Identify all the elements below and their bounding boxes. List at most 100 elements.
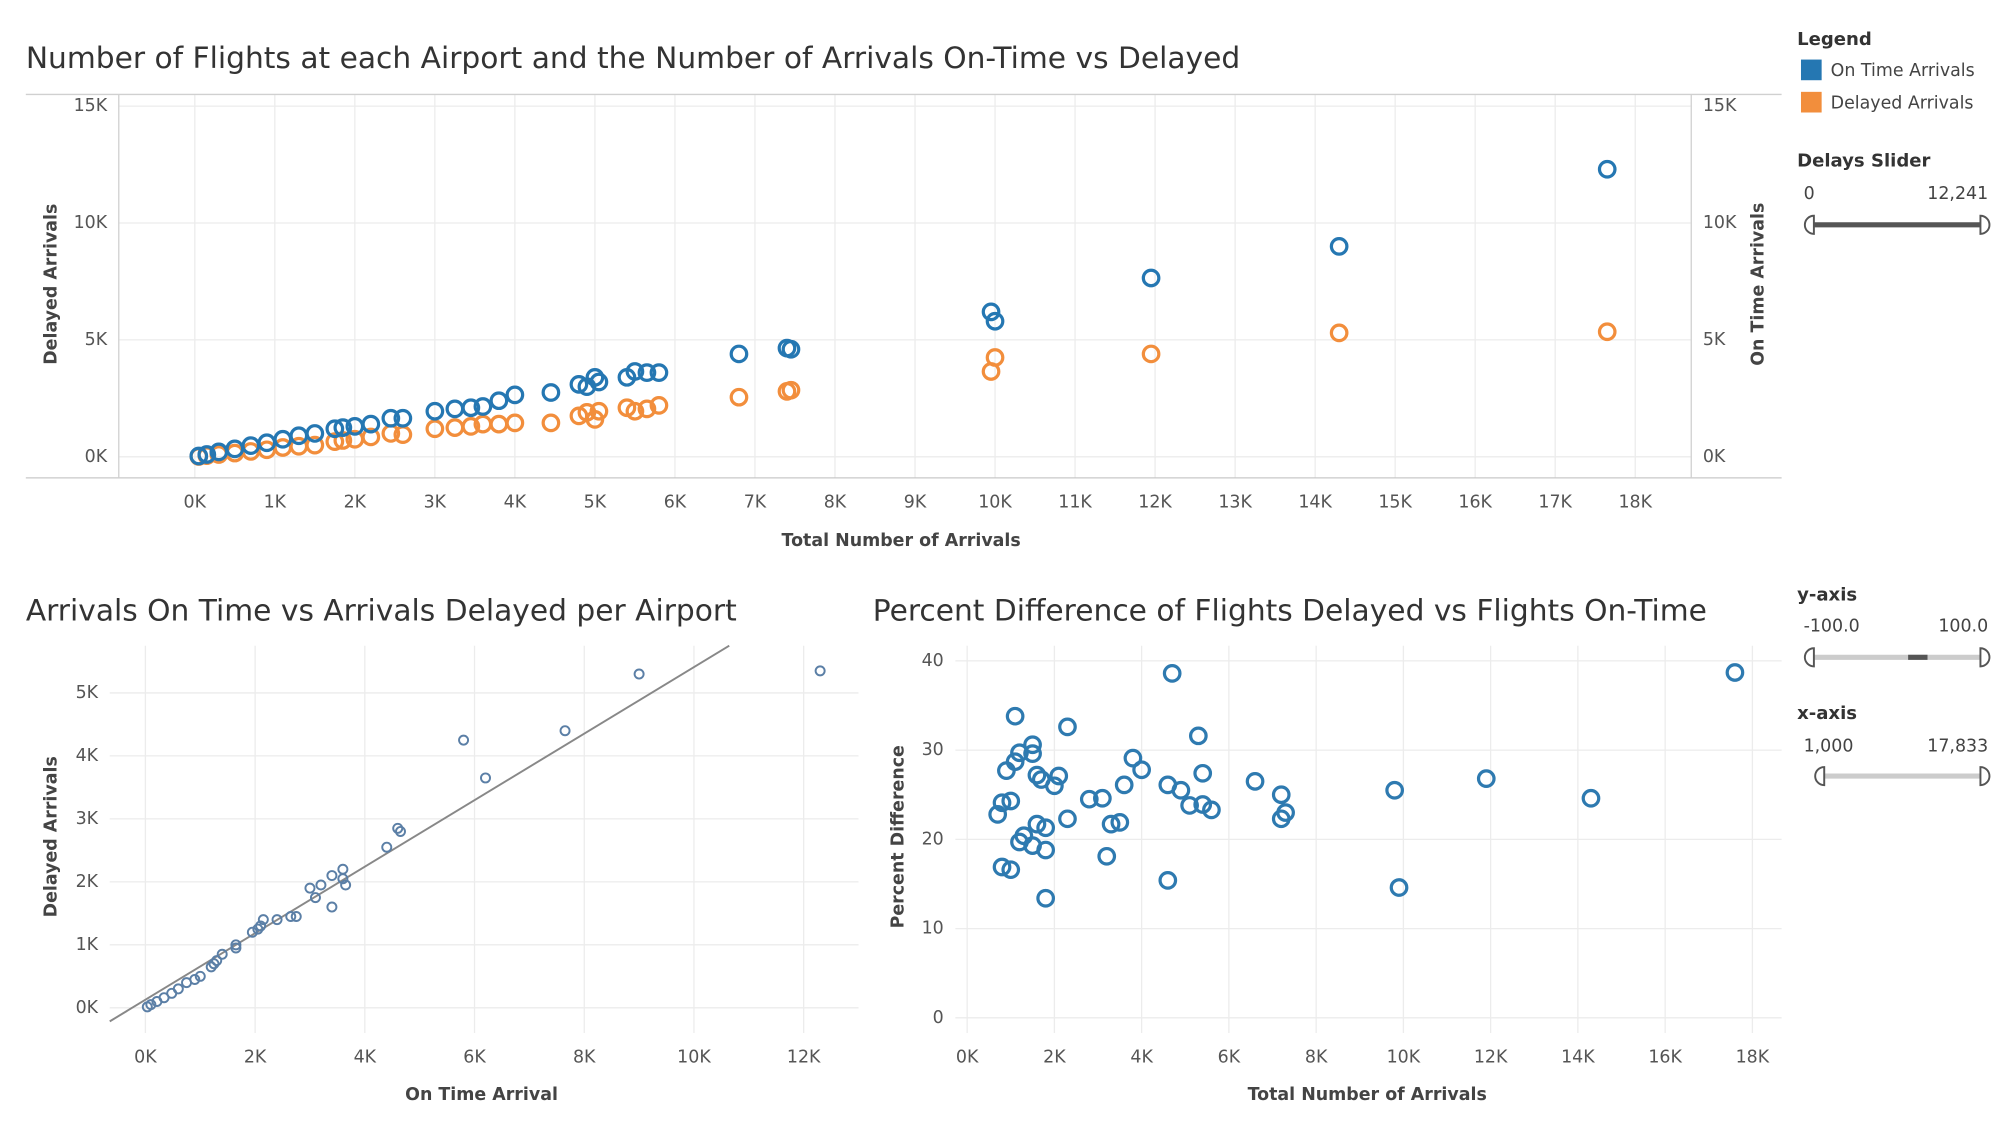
x-tick-label: 6K: [1218, 1048, 1241, 1068]
x-axis-label: Total Number of Arrivals: [1248, 1085, 1487, 1105]
data-point: [1385, 780, 1405, 800]
slider-handle[interactable]: [1814, 766, 1826, 787]
x-tick-label: 9K: [904, 492, 927, 512]
y-tick-label: 10K: [74, 213, 108, 233]
slider-title: y-axis: [1797, 584, 1857, 605]
data-point: [1010, 743, 1029, 763]
data-point: [473, 414, 493, 434]
data-point: [997, 761, 1016, 780]
data-point: [1101, 814, 1121, 834]
legend-entry[interactable]: Delayed Arrivals: [1831, 93, 1974, 113]
slider-min: 1,000: [1804, 736, 1854, 756]
data-point: [1597, 322, 1617, 342]
data-point: [729, 344, 749, 364]
y-axis-label: Delayed Arrivals: [42, 756, 62, 917]
data-point: [189, 446, 209, 466]
data-point: [777, 338, 797, 358]
slider-title: Delays Slider: [1797, 151, 1930, 172]
y-tick-label: 15K: [74, 96, 108, 116]
data-point: [1329, 237, 1349, 256]
y-tick-label: 4K: [76, 746, 99, 766]
x-tick-label: 16K: [1648, 1048, 1682, 1068]
slider-max: 12,241: [1927, 184, 1988, 204]
slider-handle[interactable]: [1803, 214, 1815, 235]
data-point: [285, 911, 297, 922]
x-tick-label: 10K: [1387, 1048, 1421, 1068]
data-point: [1093, 788, 1112, 808]
x-tick-label: 13K: [1218, 492, 1252, 512]
data-point: [392, 822, 404, 834]
data-point: [814, 665, 826, 677]
legend-entry[interactable]: On Time Arrivals: [1831, 61, 1975, 81]
y-tick-label: 2K: [76, 872, 99, 892]
x-tick-label: 4K: [354, 1048, 377, 1068]
data-point: [393, 408, 413, 428]
x-tick-label: 14K: [1561, 1048, 1595, 1068]
data-point: [1079, 789, 1099, 809]
data-point: [1581, 788, 1601, 808]
data-point: [340, 879, 352, 891]
data-point: [252, 923, 264, 935]
data-point: [381, 408, 401, 428]
data-point: [1058, 717, 1077, 737]
data-point: [1180, 796, 1199, 815]
data-point: [480, 772, 491, 784]
data-point: [1193, 763, 1213, 783]
x-tick-label: 2K: [244, 1048, 267, 1068]
data-point: [425, 419, 445, 439]
data-point: [569, 406, 589, 426]
data-point: [1141, 344, 1161, 364]
data-point: [230, 942, 242, 954]
data-point: [577, 377, 597, 397]
slider-handle[interactable]: [1979, 766, 1991, 787]
data-point: [304, 882, 316, 894]
data-point: [541, 413, 561, 433]
data-point: [489, 391, 509, 411]
slider-handle[interactable]: [1803, 647, 1815, 668]
data-point: [1005, 706, 1025, 726]
data-point: [1023, 735, 1042, 755]
data-point: [985, 311, 1005, 331]
x-tick-label: 10K: [677, 1048, 711, 1068]
chart-title: Percent Difference of Flights Delayed vs…: [873, 594, 1707, 629]
data-point: [425, 401, 445, 421]
x-tick-label: 11K: [1058, 492, 1092, 512]
y-tick-label: 30: [922, 740, 944, 760]
data-point: [1162, 663, 1182, 683]
data-point: [1123, 748, 1143, 768]
data-point: [1010, 832, 1029, 852]
x-tick-label: 4K: [504, 492, 527, 512]
x-tick-label: 2K: [344, 492, 367, 512]
data-point: [1027, 765, 1047, 785]
data-point: [230, 939, 242, 951]
data-point: [541, 383, 561, 402]
data-point: [1132, 760, 1151, 780]
data-point: [255, 920, 267, 932]
x-tick-label: 2K: [1043, 1048, 1066, 1068]
data-point: [1001, 860, 1021, 880]
chart-title: Arrivals On Time vs Arrivals Delayed per…: [26, 594, 737, 629]
x-tick-label: 8K: [1305, 1048, 1328, 1068]
y-tick-label: 5K: [76, 683, 99, 703]
data-point: [1110, 813, 1130, 832]
data-point: [1141, 268, 1161, 288]
data-point: [505, 385, 525, 405]
x-tick-label: 8K: [573, 1048, 596, 1068]
data-point: [1097, 846, 1117, 866]
data-point: [1389, 878, 1409, 897]
data-point: [649, 396, 669, 415]
data-point: [445, 399, 465, 419]
data-point: [326, 901, 338, 913]
x-tick-label: 15K: [1378, 492, 1412, 512]
y2-tick-label: 0K: [1703, 447, 1726, 467]
slider-min: 0: [1804, 184, 1815, 204]
x-tick-label: 6K: [463, 1048, 486, 1068]
slider-handle[interactable]: [1979, 214, 1991, 235]
y2-tick-label: 15K: [1703, 96, 1737, 116]
data-point: [1027, 814, 1047, 834]
slider-handle[interactable]: [1979, 647, 1991, 668]
x-tick-label: 16K: [1458, 492, 1492, 512]
data-point: [315, 879, 327, 891]
data-point: [1036, 888, 1056, 908]
data-point: [1193, 795, 1213, 814]
